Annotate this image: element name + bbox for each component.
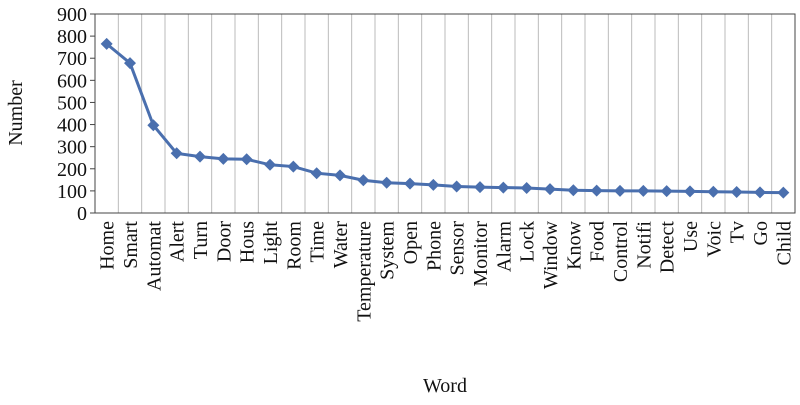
marker <box>707 185 720 198</box>
marker <box>520 182 533 195</box>
marker <box>544 183 556 196</box>
y-tick-label: 0 <box>77 203 87 225</box>
x-tick-label: Water <box>330 221 352 269</box>
marker <box>614 184 626 197</box>
marker <box>497 181 510 194</box>
x-tick-label: Turn <box>190 221 212 259</box>
x-tick-label: Hous <box>237 221 259 263</box>
marker <box>147 119 160 132</box>
marker <box>450 180 463 193</box>
marker <box>730 185 743 198</box>
marker <box>124 57 136 70</box>
marker <box>777 186 790 199</box>
marker <box>427 178 440 191</box>
y-tick-label: 700 <box>57 48 87 70</box>
y-axis-title: Number <box>5 80 27 146</box>
x-axis-title: Word <box>423 375 467 397</box>
marker <box>684 185 696 198</box>
x-tick-label: Automat <box>143 221 165 291</box>
x-tick-label: Control <box>610 221 632 283</box>
x-tick-label: Voic <box>703 221 725 257</box>
x-tick-label: Room <box>283 221 305 270</box>
marker <box>264 158 276 171</box>
marker <box>357 174 370 187</box>
y-tick-label: 800 <box>57 26 87 48</box>
x-tick-label: Use <box>680 221 702 252</box>
x-tick-label: Sensor <box>447 221 469 276</box>
x-tick-label: Alert <box>167 221 189 263</box>
marker <box>287 160 300 173</box>
x-tick-label: Smart <box>120 221 142 269</box>
x-tick-label: Time <box>307 221 329 263</box>
x-tick-label: Home <box>97 221 119 270</box>
marker <box>567 184 580 197</box>
x-tick-label: Open <box>400 221 422 264</box>
marker <box>660 185 673 198</box>
y-tick-label: 300 <box>57 137 87 159</box>
marker <box>240 153 253 166</box>
x-tick-label: Notifi <box>633 221 655 269</box>
x-tick-label: Light <box>260 221 282 265</box>
marker <box>590 184 603 197</box>
x-tick-label: Monitor <box>470 221 492 287</box>
x-tick-label: Phone <box>423 221 445 271</box>
marker <box>334 169 346 182</box>
x-tick-label: Detect <box>657 221 679 274</box>
marker <box>404 177 416 190</box>
marker <box>637 184 650 197</box>
y-tick-label: 100 <box>57 181 87 203</box>
x-tick-label: Lock <box>517 221 539 262</box>
y-tick-label: 500 <box>57 92 87 114</box>
marker <box>100 37 113 50</box>
plot-frame <box>94 13 796 214</box>
x-tick-label: Alarm <box>493 221 515 273</box>
x-tick-label: Child <box>773 221 795 265</box>
x-tick-label: Food <box>587 221 609 262</box>
x-tick-label: Tv <box>727 221 749 243</box>
y-tick-label: 400 <box>57 115 87 137</box>
x-tick-label: Go <box>750 221 772 245</box>
x-tick-label: Window <box>540 220 562 289</box>
marker <box>217 152 230 165</box>
x-tick-label: Know <box>563 220 585 269</box>
marker <box>310 167 323 180</box>
y-tick-label: 600 <box>57 70 87 92</box>
y-tick-label: 900 <box>57 4 87 26</box>
marker <box>194 150 206 163</box>
x-tick-label: Temperature <box>353 221 375 322</box>
marker <box>474 181 486 194</box>
marker <box>754 186 766 199</box>
x-tick-label: Door <box>213 221 235 262</box>
x-tick-label: System <box>377 221 399 280</box>
y-tick-label: 200 <box>57 159 87 181</box>
marker <box>170 147 183 160</box>
marker <box>380 176 393 189</box>
